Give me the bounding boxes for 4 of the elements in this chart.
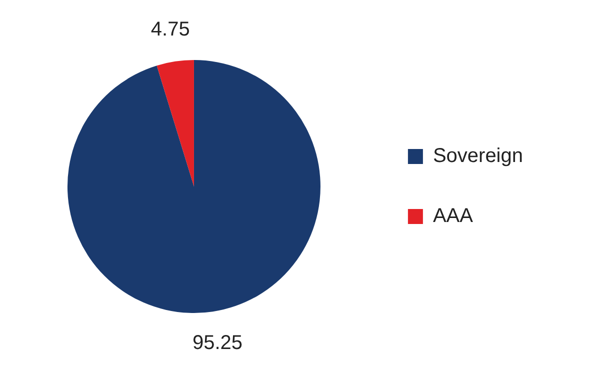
data-label: 4.75 xyxy=(150,18,190,40)
legend-label: AAA xyxy=(432,205,474,228)
data-label: 95.25 xyxy=(192,332,243,354)
legend-label: Sovereign xyxy=(432,145,524,168)
